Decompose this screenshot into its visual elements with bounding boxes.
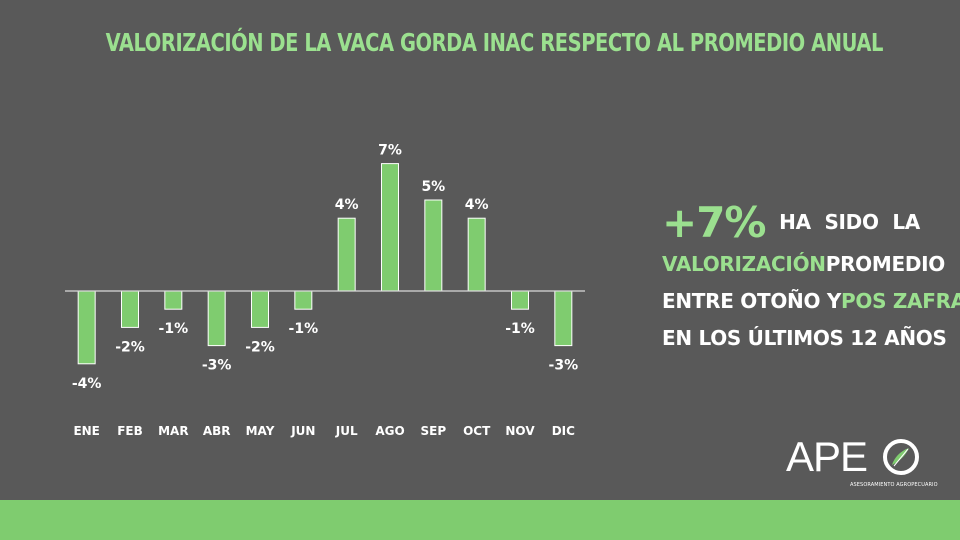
bar-jun bbox=[294, 290, 313, 310]
page-title: VALORIZACIÓN DE LA VACA GORDA INAC RESPE… bbox=[105, 28, 884, 57]
bar-mar bbox=[164, 290, 183, 310]
value-label-feb: -2% bbox=[115, 339, 145, 355]
bar-oct bbox=[467, 217, 486, 292]
bar-abr bbox=[207, 290, 226, 347]
insight-phrase-years: EN LOS ÚLTIMOS 12 AÑOS bbox=[662, 326, 947, 350]
logo-brand: APE bbox=[786, 433, 868, 480]
value-label-jun: -1% bbox=[289, 321, 319, 337]
category-label-may: MAY bbox=[246, 424, 275, 438]
category-label-abr: ABR bbox=[203, 424, 231, 438]
category-label-mar: MAR bbox=[158, 424, 188, 438]
insight-word-sido: SIDO bbox=[824, 210, 879, 234]
value-label-jul: 4% bbox=[335, 197, 359, 213]
bar-ene bbox=[77, 290, 96, 365]
insight-line-1: +7% HA SIDO LA bbox=[662, 192, 920, 252]
insight-word-promedio: PROMEDIO bbox=[825, 252, 946, 276]
category-label-feb: FEB bbox=[117, 424, 143, 438]
category-label-jun: JUN bbox=[290, 424, 315, 438]
bar-chart: -4% -2% -1% -3% -2% -1% 4% 7% 5% 4% -1% -3% ENE FEB M… bbox=[65, 143, 585, 438]
insight-text: +7% HA SIDO LA VALORIZACIÓN PROMEDIO ENT… bbox=[662, 192, 960, 363]
insight-value: +7% bbox=[662, 197, 766, 247]
value-label-abr: -3% bbox=[202, 358, 232, 374]
bar-nov bbox=[511, 290, 529, 310]
value-label-nov: -1% bbox=[505, 321, 535, 337]
category-label-ago: AGO bbox=[375, 424, 404, 438]
insight-line-2: VALORIZACIÓN PROMEDIO bbox=[662, 252, 945, 289]
insight-line-4: EN LOS ÚLTIMOS 12 AÑOS bbox=[662, 326, 947, 363]
category-label-jul: JUL bbox=[335, 424, 358, 438]
value-label-may: -2% bbox=[245, 339, 275, 355]
category-label-nov: NOV bbox=[505, 424, 535, 438]
insight-word-valorizacion: VALORIZACIÓN bbox=[662, 252, 826, 276]
leaf-emblem-icon bbox=[883, 439, 919, 475]
bar-may bbox=[251, 290, 269, 328]
insight-word-la: LA bbox=[892, 210, 920, 234]
value-label-sep: 5% bbox=[421, 179, 445, 195]
chart-category-labels: ENE FEB MAR ABR MAY JUN JUL AGO SEP OCT NOV DIC bbox=[73, 424, 575, 438]
value-label-ago: 7% bbox=[378, 143, 402, 159]
value-label-dic: -3% bbox=[549, 358, 579, 374]
category-label-sep: SEP bbox=[421, 424, 447, 438]
value-label-ene: -4% bbox=[72, 376, 102, 392]
insight-phrase-poszafra: POS ZAFRA bbox=[841, 289, 960, 313]
footer-band bbox=[0, 500, 960, 540]
logo-tagline: ASESORAMIENTO AGROPECUARIO bbox=[850, 482, 938, 488]
value-label-oct: 4% bbox=[465, 197, 489, 213]
ape-logo: APE ASESORAMIENTO AGROPECUARIO bbox=[786, 433, 938, 494]
bar-jul bbox=[337, 217, 356, 292]
bar-feb bbox=[121, 290, 139, 328]
category-label-ene: ENE bbox=[73, 424, 99, 438]
insight-phrase-otono: ENTRE OTOÑO Y bbox=[662, 289, 842, 313]
bar-dic bbox=[554, 290, 573, 347]
category-label-dic: DIC bbox=[552, 424, 575, 438]
insight-line-3: ENTRE OTOÑO Y POS ZAFRA bbox=[662, 289, 960, 326]
category-label-oct: OCT bbox=[463, 424, 491, 438]
bar-ago bbox=[381, 163, 399, 292]
chart-value-labels: -4% -2% -1% -3% -2% -1% 4% 7% 5% 4% -1% -3% bbox=[72, 143, 578, 392]
chart-bars bbox=[77, 163, 573, 365]
value-label-mar: -1% bbox=[159, 321, 189, 337]
insight-word-ha: HA bbox=[779, 210, 811, 234]
bar-sep bbox=[424, 199, 443, 292]
